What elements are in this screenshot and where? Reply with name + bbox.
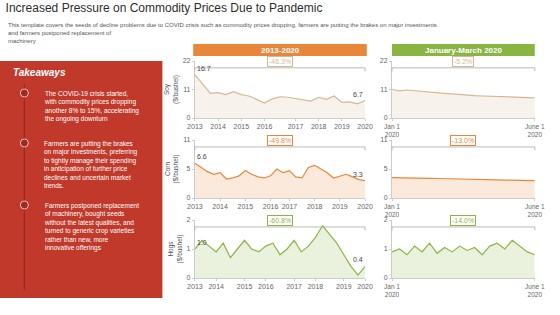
svg-text:6.7: 6.7 (353, 91, 363, 98)
svg-text:0: 0 (187, 194, 191, 201)
svg-text:0: 0 (187, 114, 191, 121)
svg-text:6.6: 6.6 (197, 153, 207, 160)
svg-text:2017: 2017 (286, 283, 302, 290)
svg-text:0: 0 (384, 274, 388, 281)
svg-text:Hogs($/bushel): Hogs($/bushel) (167, 235, 183, 264)
svg-text:-13.0%: -13.0% (452, 137, 474, 144)
svg-text:2013: 2013 (187, 203, 203, 210)
svg-text:5: 5 (384, 165, 388, 172)
svg-text:2: 2 (187, 216, 191, 223)
svg-text:2015: 2015 (237, 283, 253, 290)
svg-text:22: 22 (380, 57, 388, 64)
svg-text:June 12020: June 12020 (525, 283, 545, 298)
svg-text:This template covers the seeds: This template covers the seeds of declin… (8, 22, 437, 44)
svg-text:2016: 2016 (258, 283, 274, 290)
svg-text:June 12020: June 12020 (525, 123, 545, 138)
svg-text:2018: 2018 (307, 203, 323, 210)
svg-text:2014: 2014 (212, 203, 228, 210)
svg-text:2014: 2014 (208, 283, 224, 290)
svg-text:0: 0 (187, 274, 191, 281)
svg-text:2: 2 (384, 216, 388, 223)
svg-text:2020: 2020 (357, 283, 373, 290)
svg-text:Takeaways: Takeaways (13, 67, 66, 78)
svg-text:2015: 2015 (234, 123, 250, 130)
svg-text:0: 0 (384, 194, 388, 201)
svg-text:2016: 2016 (263, 203, 279, 210)
svg-text:2013: 2013 (187, 283, 203, 290)
svg-text:0: 0 (384, 114, 388, 121)
svg-text:June 12020: June 12020 (525, 203, 545, 218)
svg-text:Corn($/bushel): Corn($/bushel) (164, 155, 180, 184)
svg-text:11: 11 (380, 86, 387, 93)
svg-text:Jan 12020: Jan 12020 (384, 283, 400, 298)
svg-text:Jan 12020: Jan 12020 (384, 123, 400, 138)
svg-text:Soy($/bushel): Soy($/bushel) (163, 75, 179, 104)
svg-text:-5.2%: -5.2% (454, 58, 472, 65)
svg-text:2015: 2015 (238, 203, 254, 210)
svg-text:16.7: 16.7 (197, 65, 211, 72)
svg-text:11: 11 (183, 86, 190, 93)
svg-text:2018: 2018 (308, 283, 324, 290)
svg-text:1.0: 1.0 (197, 239, 207, 246)
svg-text:-49.8%: -49.8% (269, 137, 291, 144)
svg-text:-46.3%: -46.3% (269, 58, 291, 65)
svg-text:3.3: 3.3 (353, 171, 363, 178)
svg-text:Farmers postponed replacemento: Farmers postponed replacementof machiner… (44, 202, 139, 252)
svg-text:Jan 12020: Jan 12020 (384, 203, 400, 218)
svg-text:-60.8%: -60.8% (269, 217, 291, 224)
svg-text:2013: 2013 (187, 123, 203, 130)
svg-text:11: 11 (183, 136, 190, 143)
svg-text:2017: 2017 (282, 203, 298, 210)
svg-text:2019: 2019 (336, 283, 352, 290)
svg-text:22: 22 (183, 57, 191, 64)
svg-text:2018: 2018 (311, 123, 327, 130)
svg-text:The COVID-19 crisis started,wi: The COVID-19 crisis started,with commodi… (44, 90, 139, 123)
svg-text:-14.0%: -14.0% (452, 217, 474, 224)
svg-text:1: 1 (187, 245, 191, 252)
svg-text:2020: 2020 (357, 203, 373, 210)
svg-text:2019: 2019 (332, 203, 348, 210)
svg-text:2019: 2019 (334, 123, 350, 130)
svg-text:1: 1 (384, 245, 388, 252)
svg-text:0.4: 0.4 (353, 256, 363, 263)
svg-text:Farmers are putting the brakes: Farmers are putting the brakeson major i… (44, 140, 138, 189)
svg-text:2017: 2017 (288, 123, 304, 130)
svg-text:11: 11 (380, 136, 387, 143)
svg-text:2016: 2016 (257, 123, 273, 130)
svg-text:2020: 2020 (357, 123, 373, 130)
svg-text:2013-2020: 2013-2020 (261, 46, 300, 55)
svg-text:5: 5 (187, 165, 191, 172)
svg-text:Increased Pressure on Commodit: Increased Pressure on Commodity Prices D… (6, 1, 323, 15)
svg-text:January-March 2020: January-March 2020 (425, 46, 502, 55)
svg-text:2014: 2014 (210, 123, 226, 130)
